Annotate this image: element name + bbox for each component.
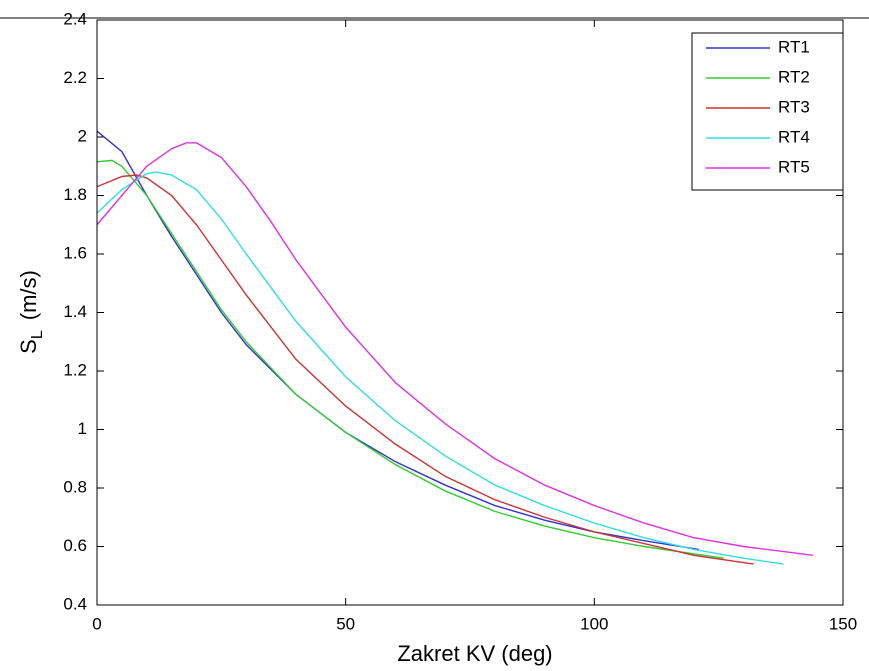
legend-label: RT2	[778, 67, 810, 86]
legend-label: RT1	[778, 37, 810, 56]
y-tick-label: 0.4	[63, 594, 87, 613]
y-label-main: S	[16, 339, 41, 354]
legend-label: RT5	[778, 157, 810, 176]
legend-box	[691, 32, 844, 191]
legend-label: RT3	[778, 97, 810, 116]
y-tick-label: 1.8	[63, 185, 87, 204]
x-tick-label: 50	[336, 614, 355, 633]
plot-border	[96, 19, 844, 606]
series-line	[96, 159, 724, 559]
y-tick-label: 2.2	[63, 68, 87, 87]
x-tick-label: 150	[829, 614, 857, 633]
y-tick-label: 1	[78, 419, 87, 438]
legend: RT1 RT2 RT3 RT4 RT5	[691, 32, 844, 191]
x-tick-label: 0	[92, 614, 101, 633]
y-tick-label: 1.4	[63, 302, 87, 321]
y-label-unit: (m/s)	[16, 270, 41, 320]
y-tick-label: 0.8	[63, 477, 87, 496]
legend-label: RT4	[778, 127, 810, 146]
y-tick-label: 2	[78, 126, 87, 145]
x-tick-label: 100	[580, 614, 608, 633]
y-label-sub: L	[29, 330, 46, 339]
y-axis-label: SL (m/s)	[16, 270, 46, 354]
x-axis-label: Zakret KV (deg)	[397, 641, 552, 666]
series-line	[96, 142, 814, 556]
y-tick-label: 0.6	[63, 536, 87, 555]
y-tick-label: 2.4	[63, 9, 87, 28]
y-tick-label: 1.2	[63, 360, 87, 379]
series-line	[96, 174, 754, 565]
y-tick-label: 1.6	[63, 243, 87, 262]
series-line	[96, 171, 784, 565]
